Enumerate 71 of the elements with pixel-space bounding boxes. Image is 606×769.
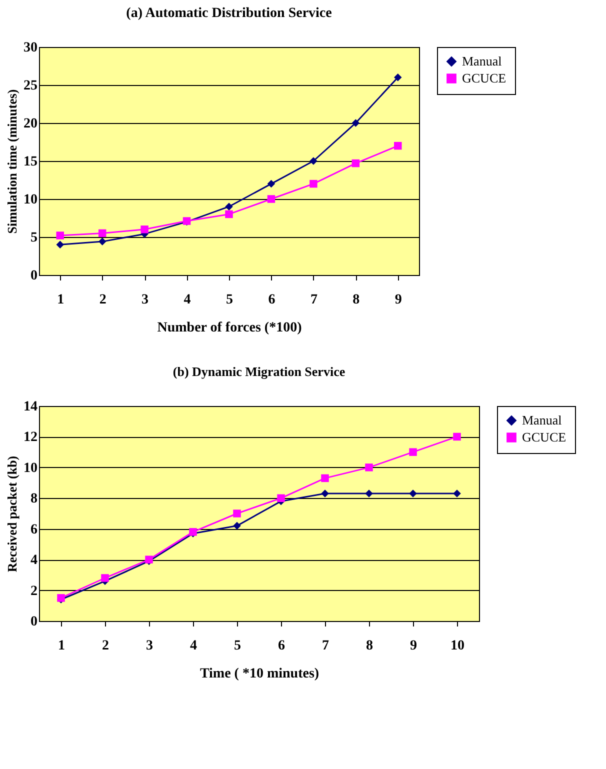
point	[267, 180, 276, 188]
point	[352, 159, 360, 168]
x-tick-label: 4	[184, 292, 191, 308]
chart-title: (b) Dynamic Migration Service	[172, 364, 346, 379]
x-axis-title: Time ( *10 minutes)	[200, 666, 320, 682]
y-tick-label: 10	[24, 460, 38, 476]
x-tick-label: 2	[102, 638, 109, 654]
point	[394, 142, 402, 150]
point	[98, 229, 106, 238]
y-tick-label: 12	[24, 430, 38, 446]
point	[394, 74, 402, 82]
x-tick-label: 10	[450, 638, 464, 654]
chart-title: (a) Automatic Distribution Service	[126, 6, 332, 21]
point	[233, 522, 241, 530]
point	[321, 490, 329, 498]
y-tick-label: 2	[30, 584, 38, 599]
point	[140, 226, 148, 234]
y-tick-label: 20	[24, 116, 38, 132]
legend-label: GCUCE	[462, 70, 506, 86]
y-tick-label: 5	[30, 230, 38, 246]
point	[56, 232, 64, 240]
x-axis-title: Number of forces (*100)	[157, 320, 302, 336]
point	[453, 490, 461, 498]
point	[352, 119, 360, 127]
y-tick-label: 0	[30, 614, 38, 630]
point	[453, 432, 461, 441]
point	[321, 474, 329, 482]
x-tick-label: 7	[322, 638, 329, 654]
y-tick-label: 10	[24, 192, 38, 208]
point	[409, 490, 417, 498]
y-tick-label: 4	[30, 553, 38, 568]
x-tick-label: 4	[190, 638, 197, 654]
point	[365, 490, 373, 498]
point	[101, 574, 109, 582]
y-tick-label: 6	[30, 522, 38, 538]
point	[310, 180, 318, 188]
x-tick-label: 3	[142, 292, 149, 308]
y-tick-label: 8	[30, 492, 38, 507]
x-tick-label: 5	[234, 638, 241, 654]
x-tick-label: 8	[352, 292, 360, 308]
legend-label: Manual	[462, 54, 502, 68]
legend-label: GCUCE	[522, 430, 566, 444]
point	[98, 238, 106, 246]
x-tick-label: 9	[410, 638, 417, 654]
y-tick-label: 0	[30, 268, 38, 284]
x-tick-label: 3	[146, 638, 153, 654]
y-tick-label: 14	[24, 400, 38, 414]
y-tick-label: 25	[24, 78, 38, 94]
point	[267, 195, 276, 203]
x-tick-label: 1	[58, 638, 65, 654]
x-tick-label: 7	[310, 292, 318, 308]
point	[225, 202, 233, 210]
x-tick-label: 8	[366, 638, 373, 654]
y-tick-label: 30	[24, 40, 38, 56]
legend-label: Manual	[522, 412, 562, 428]
point	[56, 240, 64, 248]
x-tick-label: 6	[268, 292, 276, 308]
x-tick-label: 5	[226, 292, 233, 308]
y-axis-title: Received packet (kb)	[4, 456, 20, 572]
point	[277, 494, 285, 502]
y-axis-title: Simulation time (minutes)	[4, 89, 20, 234]
point	[233, 510, 241, 518]
x-tick-label: 1	[57, 292, 64, 308]
point	[409, 448, 417, 456]
point	[365, 464, 373, 472]
point	[225, 210, 233, 218]
x-tick-label: 6	[278, 638, 285, 654]
point	[310, 157, 318, 165]
x-tick-label: 2	[99, 292, 106, 308]
y-tick-label: 15	[24, 154, 38, 170]
x-tick-label: 9	[394, 292, 402, 308]
